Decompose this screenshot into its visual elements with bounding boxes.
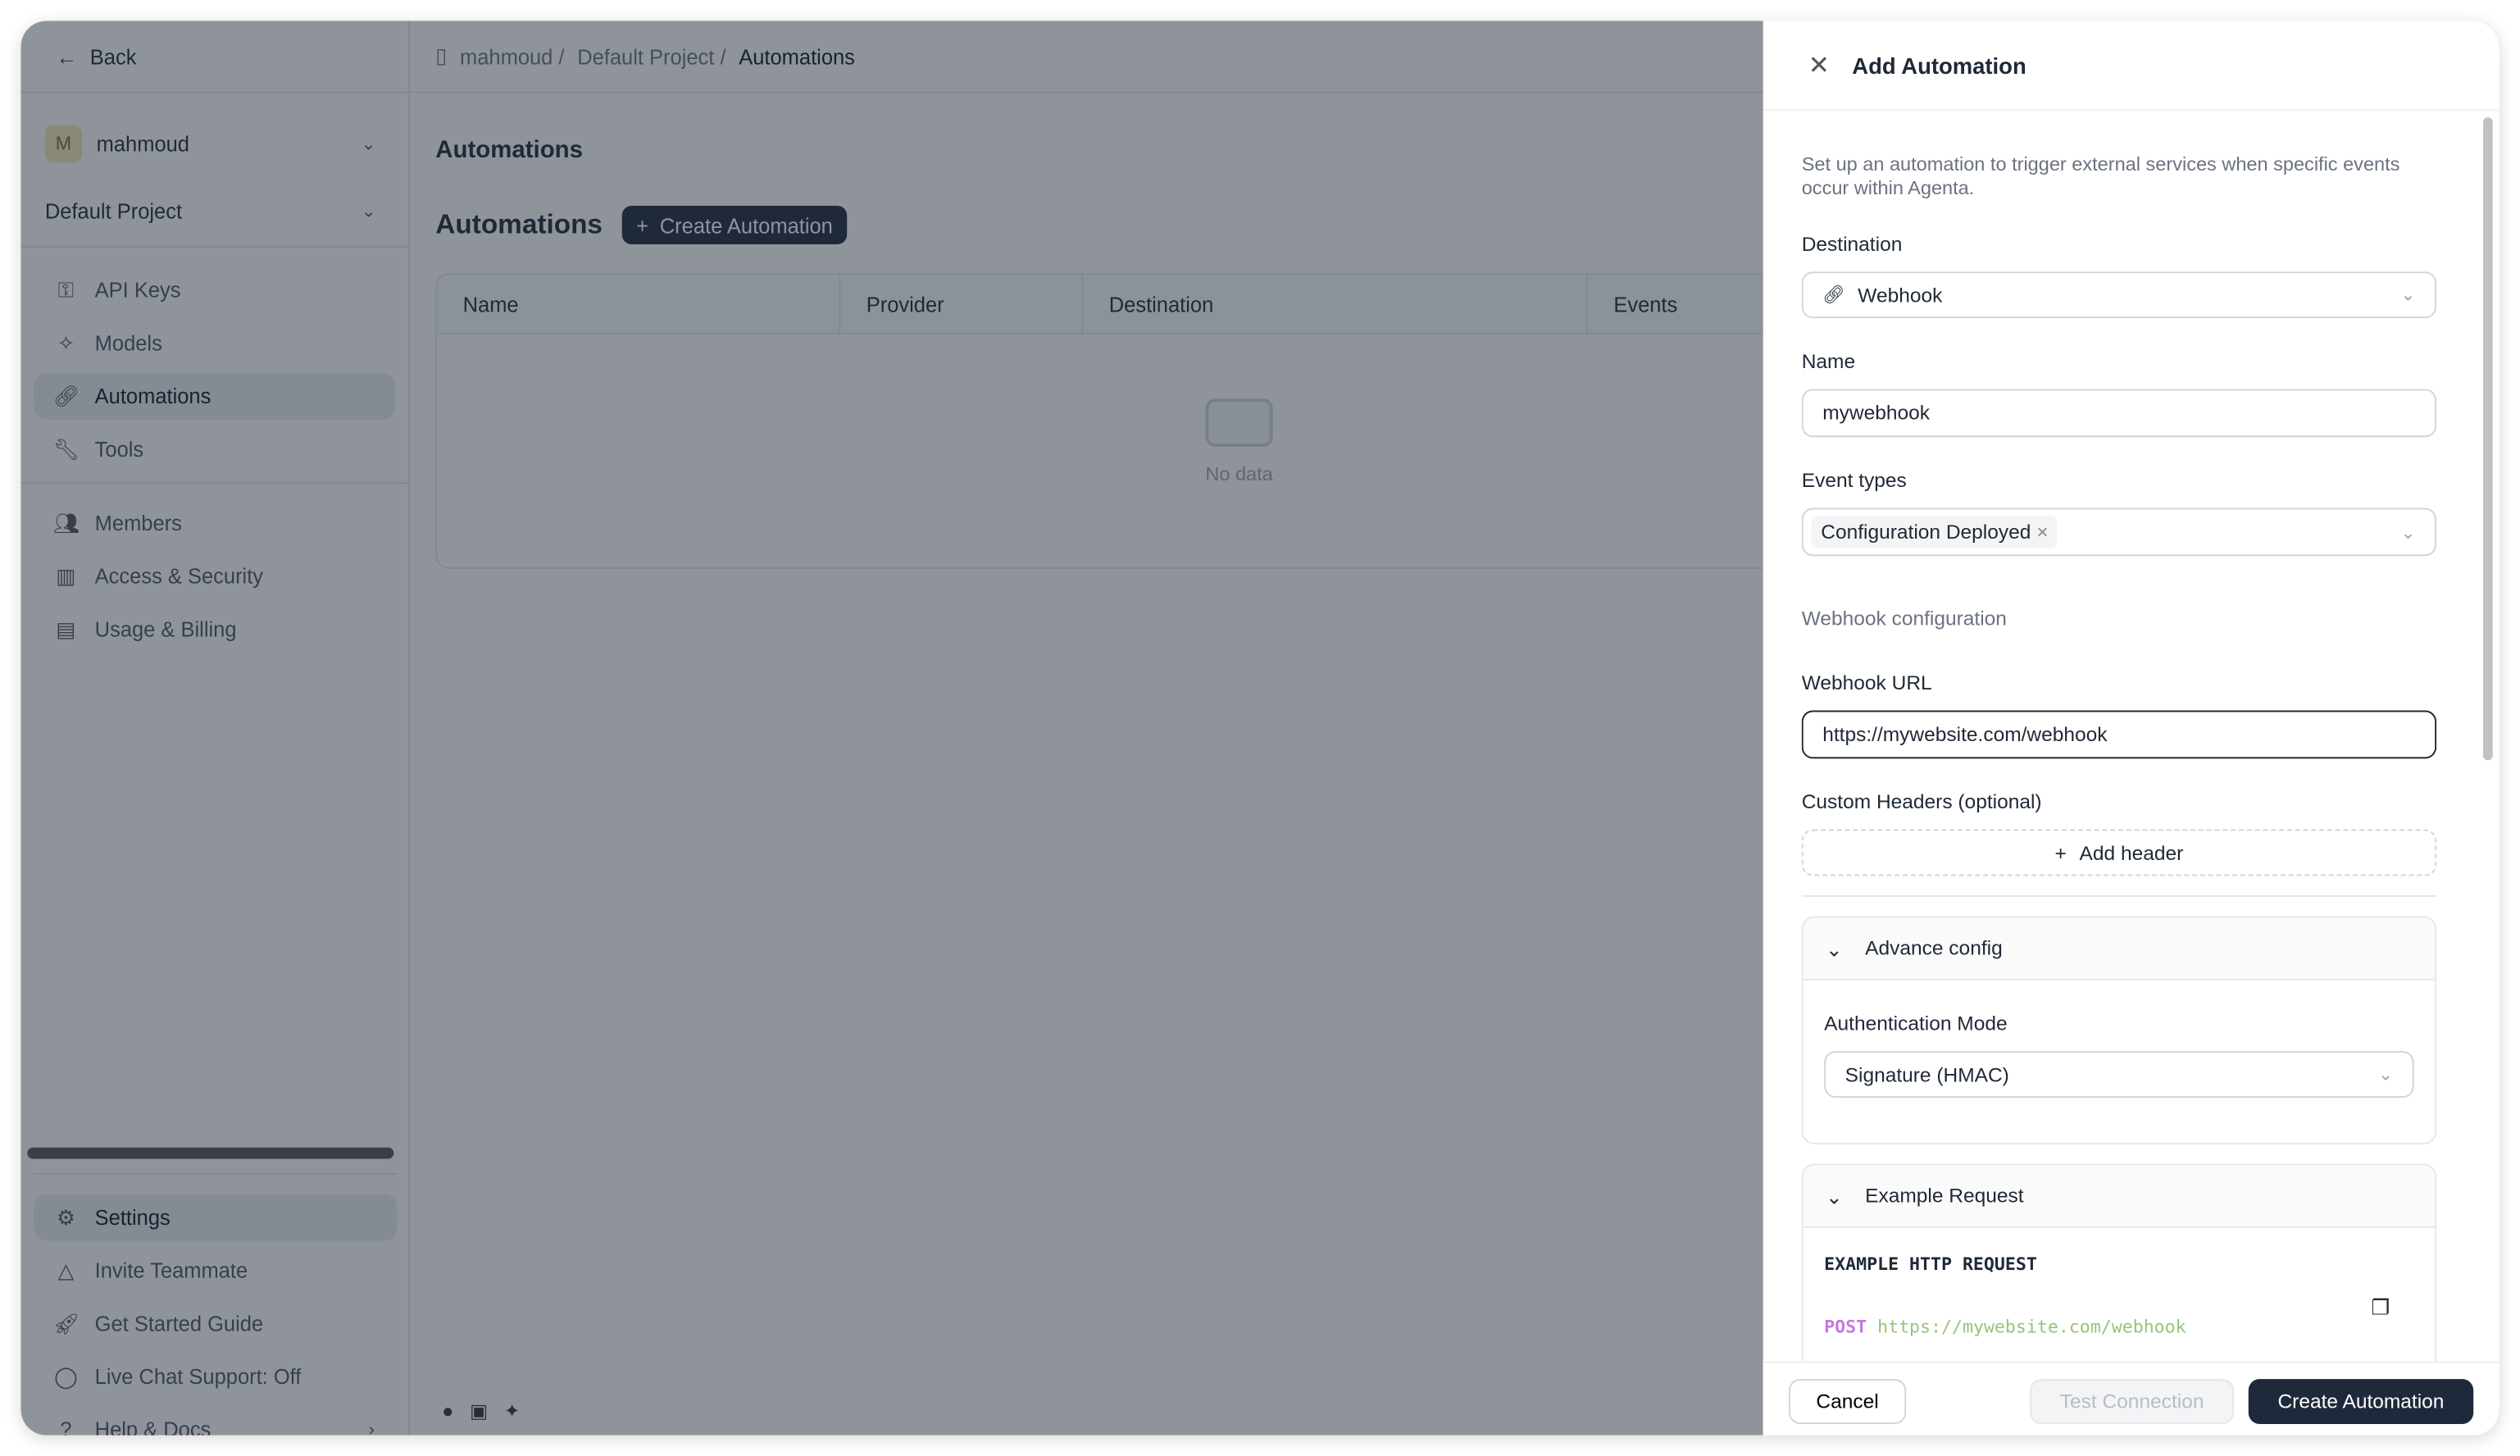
chevron-down-icon: ⌄ bbox=[2400, 523, 2416, 543]
cancel-button[interactable]: Cancel bbox=[1789, 1379, 1907, 1425]
event-tag: Configuration Deployed × bbox=[1811, 516, 2058, 548]
drawer-scrollbar[interactable] bbox=[2482, 117, 2493, 761]
copy-icon[interactable]: ❐ bbox=[2371, 1295, 2390, 1320]
close-icon[interactable]: ✕ bbox=[1808, 52, 1830, 80]
name-input[interactable]: mywebhook bbox=[1801, 389, 2437, 438]
chevron-down-icon: ⌄ bbox=[2400, 285, 2416, 306]
chevron-down-icon: ⌄ bbox=[1826, 1185, 1843, 1208]
link-icon: 🔗︎ bbox=[1822, 285, 1845, 306]
auth-mode-select[interactable]: Signature (HMAC) ⌄ bbox=[1824, 1051, 2414, 1099]
chevron-down-icon: ⌄ bbox=[1826, 937, 1843, 961]
add-automation-drawer: ✕ Add Automation Set up an automation to … bbox=[1763, 20, 2500, 1436]
destination-select[interactable]: 🔗︎ Webhook ⌄ bbox=[1801, 271, 2437, 319]
advance-config-toggle[interactable]: ⌄ Advance config bbox=[1803, 917, 2436, 981]
tag-close-icon[interactable]: × bbox=[2036, 521, 2049, 544]
webhook-url-input[interactable]: https://mywebsite.com/webhook bbox=[1801, 710, 2437, 759]
add-header-button[interactable]: + Add header bbox=[1801, 829, 2437, 876]
plus-icon: + bbox=[2054, 841, 2067, 864]
example-request-section: ⌄ Example Request EXAMPLE HTTP REQUEST ❐ … bbox=[1801, 1163, 2437, 1362]
test-connection-button[interactable]: Test Connection bbox=[2030, 1379, 2235, 1425]
example-request-toggle[interactable]: ⌄ Example Request bbox=[1803, 1165, 2436, 1228]
app-window: ←Back Mmahmoud⌄ Default Project⌄ ⚿API Ke… bbox=[20, 20, 2500, 1436]
event-types-select[interactable]: Configuration Deployed × ⌄ bbox=[1801, 507, 2437, 557]
advance-config-section: ⌄ Advance config Authentication Mode Sign… bbox=[1801, 916, 2437, 1144]
chevron-down-icon: ⌄ bbox=[2378, 1065, 2394, 1085]
create-automation-submit[interactable]: Create Automation bbox=[2248, 1379, 2474, 1425]
